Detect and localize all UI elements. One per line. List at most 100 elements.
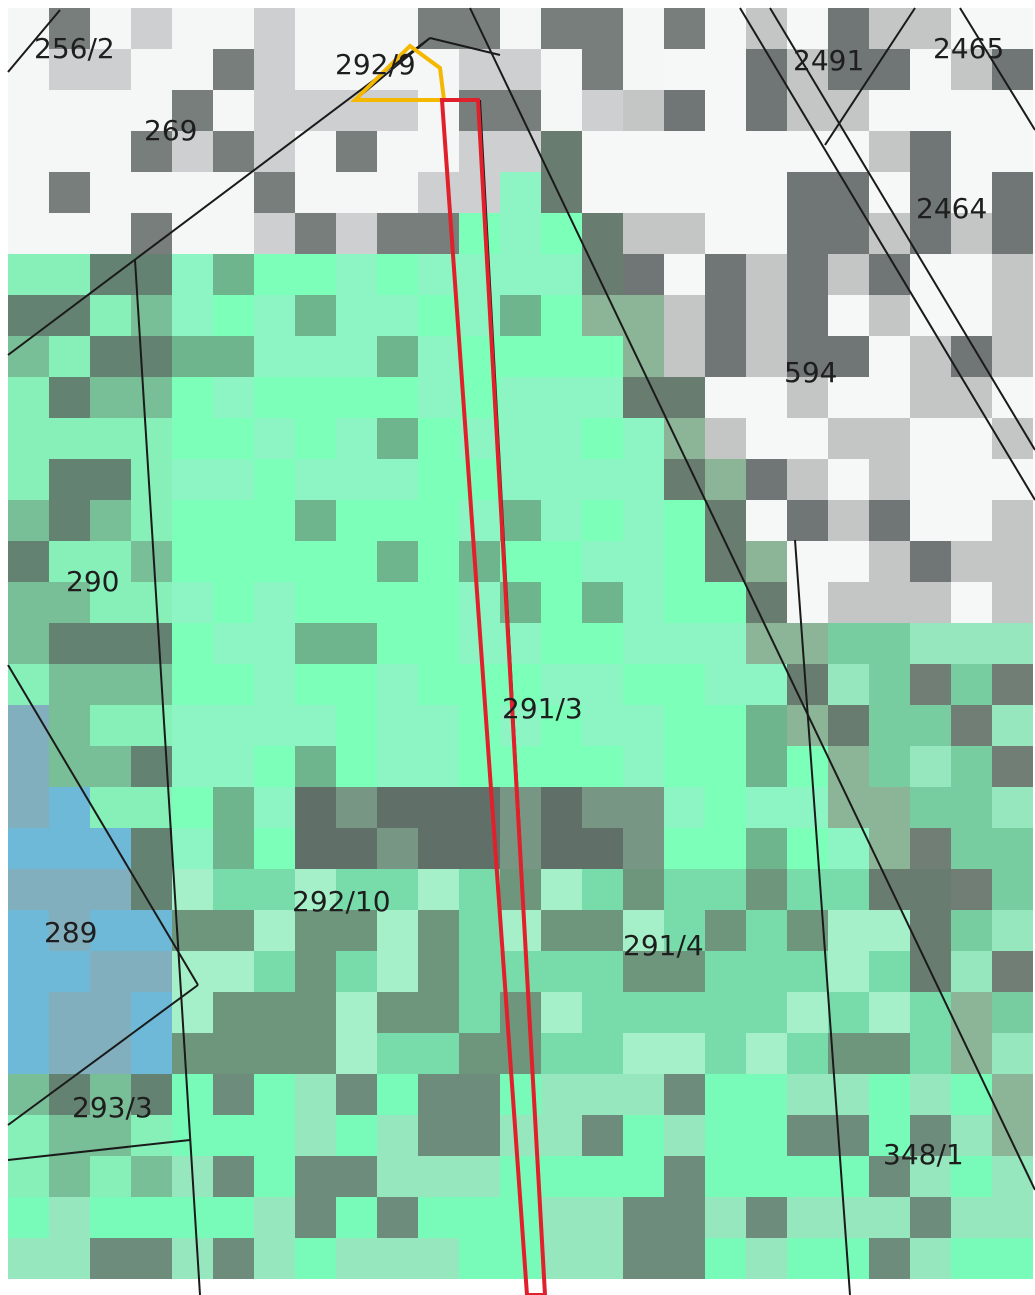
raster-cell (295, 254, 336, 295)
parcel-label-2491[interactable]: 2491 (793, 44, 864, 77)
raster-cell (213, 1197, 254, 1238)
raster-cell (8, 377, 49, 418)
raster-cell (377, 623, 418, 664)
raster-cell (705, 705, 746, 746)
raster-cell (213, 1156, 254, 1197)
raster-cell (213, 377, 254, 418)
parcel-label-292-10[interactable]: 292/10 (292, 885, 391, 918)
raster-cell (992, 582, 1033, 623)
raster-cell (951, 828, 992, 869)
parcel-label-348-1[interactable]: 348/1 (883, 1138, 964, 1171)
raster-cell (172, 295, 213, 336)
raster-cell (8, 787, 49, 828)
raster-cell (90, 131, 131, 172)
raster-cell (869, 1197, 910, 1238)
raster-cell (705, 1156, 746, 1197)
highlighted-parcel-strip[interactable] (439, 98, 548, 1295)
raster-cell (746, 787, 787, 828)
raster-cell (582, 828, 623, 869)
raster-cell (951, 1156, 992, 1197)
raster-cell (172, 336, 213, 377)
raster-cell (664, 582, 705, 623)
raster-cell (787, 1074, 828, 1115)
raster-cell (992, 910, 1033, 951)
raster-cell (746, 459, 787, 500)
parcel-label-290[interactable]: 290 (66, 565, 119, 598)
raster-cell (90, 172, 131, 213)
raster-cell (951, 1238, 992, 1279)
raster-cell (90, 541, 131, 582)
raster-cell (623, 1115, 664, 1156)
raster-cell (992, 213, 1033, 254)
raster-cell (295, 336, 336, 377)
raster-cell (869, 1033, 910, 1074)
parcel-label-594[interactable]: 594 (784, 356, 837, 389)
raster-cell (172, 582, 213, 623)
raster-cell (131, 828, 172, 869)
parcel-label-292-9[interactable]: 292/9 (335, 48, 416, 81)
raster-cell (623, 172, 664, 213)
raster-cell (623, 746, 664, 787)
raster-cell (828, 1197, 869, 1238)
raster-cell (787, 295, 828, 336)
raster-cell (49, 1033, 90, 1074)
raster-cell (336, 1156, 377, 1197)
raster-cell (8, 131, 49, 172)
raster-cell (992, 869, 1033, 910)
raster-cell (377, 664, 418, 705)
raster-cell (541, 418, 582, 459)
parcel-label-293-3[interactable]: 293/3 (72, 1091, 153, 1124)
raster-cell (213, 213, 254, 254)
raster-cell (582, 459, 623, 500)
raster-cell (582, 623, 623, 664)
parcel-label-2464[interactable]: 2464 (916, 192, 987, 225)
parcel-label-269[interactable]: 269 (144, 114, 197, 147)
raster-cell (828, 1033, 869, 1074)
parcel-label-2465[interactable]: 2465 (933, 32, 1004, 65)
raster-cell (49, 500, 90, 541)
raster-cell (213, 1074, 254, 1115)
raster-cell (582, 172, 623, 213)
raster-cell (459, 1156, 500, 1197)
parcel-label-256-2[interactable]: 256/2 (34, 32, 115, 65)
raster-cell (500, 500, 541, 541)
raster-cell (295, 910, 336, 951)
parcel-label-291-4[interactable]: 291/4 (623, 929, 704, 962)
raster-cell (172, 992, 213, 1033)
raster-cell (787, 1238, 828, 1279)
raster-cell (295, 459, 336, 500)
raster-cell (910, 418, 951, 459)
raster-cell (49, 336, 90, 377)
raster-cell (992, 1197, 1033, 1238)
raster-cell (254, 500, 295, 541)
raster-cell (992, 1074, 1033, 1115)
raster-cell (992, 172, 1033, 213)
raster-cell (951, 1115, 992, 1156)
raster-cell (992, 500, 1033, 541)
highlighted-parcel-triangle[interactable] (350, 43, 447, 102)
raster-cell (787, 828, 828, 869)
raster-cell (582, 377, 623, 418)
raster-cell (623, 869, 664, 910)
raster-cell (377, 254, 418, 295)
raster-cell (705, 787, 746, 828)
raster-cell (213, 1033, 254, 1074)
raster-cell (336, 705, 377, 746)
raster-cell (336, 828, 377, 869)
raster-cell (787, 541, 828, 582)
raster-cell (213, 705, 254, 746)
raster-cell (664, 172, 705, 213)
raster-cell (787, 1197, 828, 1238)
raster-cell (295, 541, 336, 582)
parcel-label-289[interactable]: 289 (44, 916, 97, 949)
raster-cell (500, 1033, 541, 1074)
raster-cell (910, 623, 951, 664)
raster-cell (541, 8, 582, 49)
raster-cell (254, 1074, 295, 1115)
raster-cell (541, 623, 582, 664)
raster-cell (336, 1115, 377, 1156)
raster-cell (746, 1156, 787, 1197)
parcel-label-291-3[interactable]: 291/3 (502, 692, 583, 725)
raster-cell (131, 1156, 172, 1197)
